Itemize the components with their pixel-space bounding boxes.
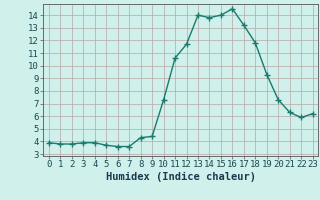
X-axis label: Humidex (Indice chaleur): Humidex (Indice chaleur) [106, 172, 256, 182]
